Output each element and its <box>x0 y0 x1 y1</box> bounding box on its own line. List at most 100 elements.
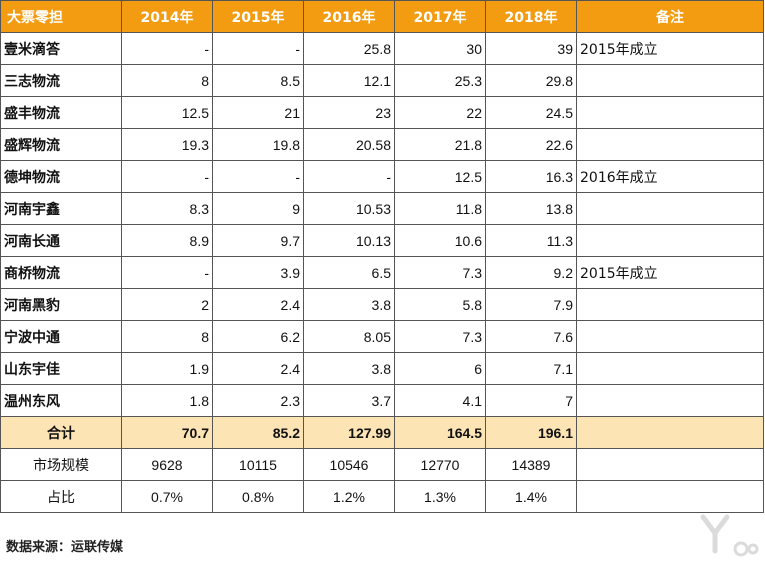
value-cell: 13.8 <box>485 192 577 225</box>
note-cell: 2016年成立 <box>576 160 764 193</box>
value-cell: 9.7 <box>212 224 304 257</box>
value-cell: 10.6 <box>394 224 486 257</box>
note-cell <box>576 480 764 513</box>
value-cell: 8 <box>121 64 213 97</box>
value-cell: 19.3 <box>121 128 213 161</box>
row-label: 合计 <box>0 416 122 449</box>
value-cell: 25.8 <box>303 32 395 65</box>
row-label: 河南黑豹 <box>0 288 122 321</box>
value-cell: - <box>212 160 304 193</box>
row-label: 河南长通 <box>0 224 122 257</box>
value-cell: 4.1 <box>394 384 486 417</box>
note-cell <box>576 64 764 97</box>
total-row: 合计 70.7 85.2 127.99 164.5 196.1 <box>0 416 764 449</box>
row-label: 宁波中通 <box>0 320 122 353</box>
value-cell: 21 <box>212 96 304 129</box>
note-cell: 2015年成立 <box>576 256 764 289</box>
value-cell: 12.1 <box>303 64 395 97</box>
header-cell: 2016年 <box>303 0 395 33</box>
row-label: 商桥物流 <box>0 256 122 289</box>
row-label: 市场规模 <box>0 448 122 481</box>
row-label: 三志物流 <box>0 64 122 97</box>
value-cell: 12.5 <box>121 96 213 129</box>
value-cell: 1.4% <box>485 480 577 513</box>
value-cell: 1.3% <box>394 480 486 513</box>
value-cell: 19.8 <box>212 128 304 161</box>
value-cell: 10546 <box>303 448 395 481</box>
value-cell: 1.8 <box>121 384 213 417</box>
value-cell: 5.8 <box>394 288 486 321</box>
yiou-logo-icon <box>700 514 759 557</box>
summary-row: 占比 0.7% 0.8% 1.2% 1.3% 1.4% <box>0 480 764 513</box>
value-cell: 9628 <box>121 448 213 481</box>
value-cell: 6.2 <box>212 320 304 353</box>
row-label: 山东宇佳 <box>0 352 122 385</box>
value-cell: 3.8 <box>303 352 395 385</box>
value-cell: - <box>212 32 304 65</box>
note-cell <box>576 128 764 161</box>
value-cell: 9.2 <box>485 256 577 289</box>
row-label: 温州东风 <box>0 384 122 417</box>
row-label: 盛丰物流 <box>0 96 122 129</box>
value-cell: 16.3 <box>485 160 577 193</box>
table-row: 壹米滴答 - -25.8 30 39 2015年成立 <box>0 32 764 65</box>
note-cell <box>576 416 764 449</box>
value-cell: 7.6 <box>485 320 577 353</box>
value-cell: 164.5 <box>394 416 486 449</box>
note-cell <box>576 320 764 353</box>
value-cell: 2.4 <box>212 352 304 385</box>
note-cell <box>576 96 764 129</box>
value-cell: 2 <box>121 288 213 321</box>
value-cell: 0.8% <box>212 480 304 513</box>
table-row: 盛辉物流 19.3 19.8 20.58 21.8 22.6 <box>0 128 764 161</box>
header-cell: 2018年 <box>485 0 577 33</box>
value-cell: 3.9 <box>212 256 304 289</box>
value-cell: 11.3 <box>485 224 577 257</box>
value-cell: 10.13 <box>303 224 395 257</box>
value-cell: 0.7% <box>121 480 213 513</box>
value-cell: 127.99 <box>303 416 395 449</box>
header-cell: 2015年 <box>212 0 304 33</box>
value-cell: 8.5 <box>212 64 304 97</box>
table-row: 温州东风 1.8 2.3 3.7 4.1 7 <box>0 384 764 417</box>
note-cell <box>576 192 764 225</box>
value-cell: 25.3 <box>394 64 486 97</box>
table-row: 河南黑豹 2 2.4 3.8 5.8 7.9 <box>0 288 764 321</box>
table-row: 河南长通 8.9 9.7 10.13 10.6 11.3 <box>0 224 764 257</box>
value-cell: 10.53 <box>303 192 395 225</box>
value-cell: 23 <box>303 96 395 129</box>
table-row: 德坤物流 - - -12.5 16.3 2016年成立 <box>0 160 764 193</box>
value-cell: 196.1 <box>485 416 577 449</box>
value-cell: 7.3 <box>394 320 486 353</box>
table-row: 河南宇鑫 8.3 9 10.53 11.8 13.8 <box>0 192 764 225</box>
value-cell: 22 <box>394 96 486 129</box>
note-cell <box>576 448 764 481</box>
value-cell: 6.5 <box>303 256 395 289</box>
value-cell: 21.8 <box>394 128 486 161</box>
value-cell: 8 <box>121 320 213 353</box>
value-cell: 1.2% <box>303 480 395 513</box>
data-source-note: 数据来源：运联传媒 <box>6 540 124 555</box>
header-cell: 2017年 <box>394 0 486 33</box>
value-cell: 30 <box>394 32 486 65</box>
row-label: 壹米滴答 <box>0 32 122 65</box>
value-cell: 12770 <box>394 448 486 481</box>
note-cell: 2015年成立 <box>576 32 764 65</box>
header-row: 大票零担 2014年 2015年 2016年 2017年 2018年 备注 <box>0 0 764 33</box>
table-row: 盛丰物流 12.5 21 23 22 24.5 <box>0 96 764 129</box>
value-cell: 3.8 <box>303 288 395 321</box>
value-cell: 39 <box>485 32 577 65</box>
value-cell: 9 <box>212 192 304 225</box>
summary-row: 市场规模 9628 10115 10546 12770 14389 <box>0 448 764 481</box>
value-cell: 70.7 <box>121 416 213 449</box>
value-cell: 3.7 <box>303 384 395 417</box>
header-cell: 2014年 <box>121 0 213 33</box>
value-cell: 85.2 <box>212 416 304 449</box>
value-cell: 8.05 <box>303 320 395 353</box>
table-row: 三志物流 8 8.5 12.1 25.3 29.8 <box>0 64 764 97</box>
table-row: 山东宇佳 1.9 2.4 3.8 6 7.1 <box>0 352 764 385</box>
value-cell: 7 <box>485 384 577 417</box>
header-cell: 备注 <box>576 0 764 33</box>
value-cell: 2.3 <box>212 384 304 417</box>
header-cell: 大票零担 <box>0 0 122 33</box>
